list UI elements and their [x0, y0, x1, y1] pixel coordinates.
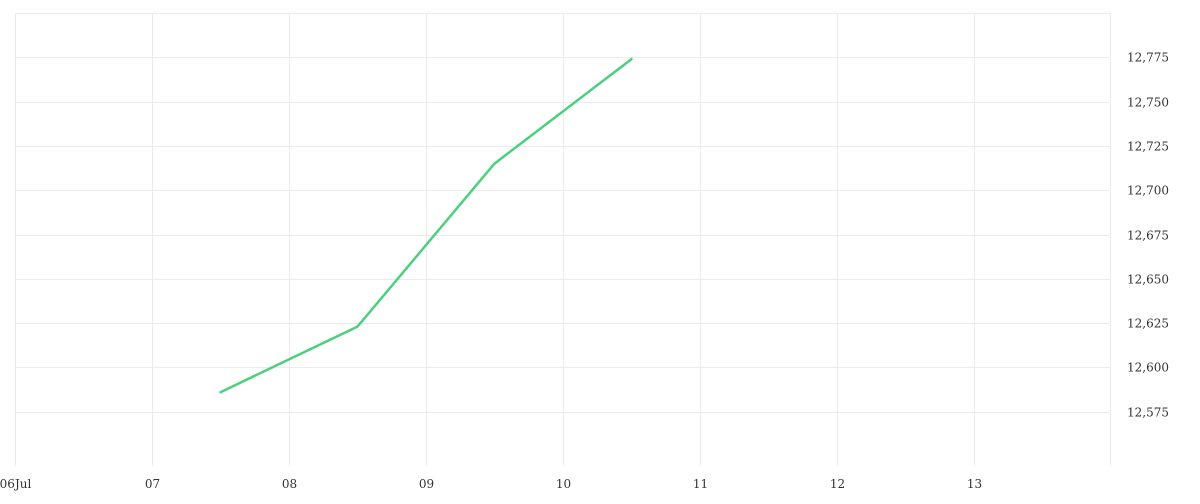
y-tick-label: 12,600 — [1127, 361, 1169, 375]
y-tick-label: 12,725 — [1127, 140, 1169, 154]
y-tick-label: 12,650 — [1127, 273, 1169, 287]
x-tick-label: 08 — [282, 477, 297, 491]
y-tick-label: 12,625 — [1127, 317, 1169, 331]
y-tick-label: 12,700 — [1127, 184, 1169, 198]
y-tick-label: 12,675 — [1127, 229, 1169, 243]
x-tick-label: 13 — [967, 477, 982, 491]
y-tick-label: 12,775 — [1127, 51, 1169, 65]
x-tick-label: 10 — [556, 477, 571, 491]
x-tick-label: 09 — [419, 477, 434, 491]
x-tick-label: 06Jul — [0, 477, 31, 491]
y-tick-label: 12,575 — [1127, 406, 1169, 420]
grid-layer — [15, 13, 1111, 466]
x-tick-label: 11 — [693, 477, 708, 491]
y-tick-label: 12,750 — [1127, 96, 1169, 110]
axis-layer: 12,575 12,600 12,625 12,650 12,675 12,700 12,7… — [0, 51, 1169, 492]
x-tick-label: 12 — [830, 477, 845, 491]
x-tick-label: 07 — [145, 477, 160, 491]
